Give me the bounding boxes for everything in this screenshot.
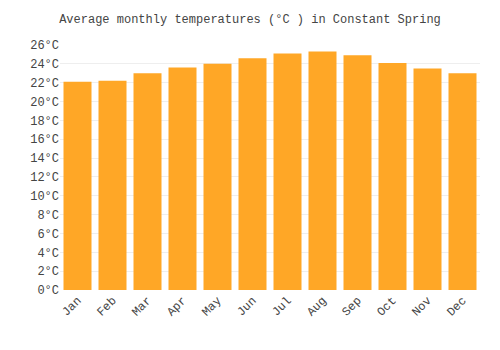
svg-text:Sep: Sep <box>339 294 364 319</box>
svg-text:Aug: Aug <box>304 294 329 319</box>
svg-text:8°C: 8°C <box>37 209 59 223</box>
svg-text:Oct: Oct <box>374 294 399 319</box>
svg-text:Dec: Dec <box>444 294 469 319</box>
svg-text:Jan: Jan <box>59 294 84 319</box>
svg-text:4°C: 4°C <box>37 247 59 261</box>
svg-text:May: May <box>199 294 224 319</box>
svg-text:2°C: 2°C <box>37 265 59 279</box>
svg-text:Feb: Feb <box>94 294 119 319</box>
svg-text:6°C: 6°C <box>37 228 59 242</box>
svg-text:0°C: 0°C <box>37 284 59 298</box>
svg-text:14°C: 14°C <box>30 152 59 166</box>
svg-text:Jun: Jun <box>234 294 259 319</box>
svg-text:26°C: 26°C <box>30 39 59 53</box>
svg-text:24°C: 24°C <box>30 58 59 72</box>
svg-text:16°C: 16°C <box>30 133 59 147</box>
svg-text:Mar: Mar <box>129 294 154 319</box>
svg-text:18°C: 18°C <box>30 115 59 129</box>
svg-text:Jul: Jul <box>269 294 294 319</box>
svg-text:Nov: Nov <box>409 294 434 319</box>
svg-text:10°C: 10°C <box>30 190 59 204</box>
svg-text:Average monthly temperatures (: Average monthly temperatures (°C ) in Co… <box>59 13 441 27</box>
svg-text:22°C: 22°C <box>30 77 59 91</box>
svg-text:20°C: 20°C <box>30 96 59 110</box>
svg-text:12°C: 12°C <box>30 171 59 185</box>
svg-text:Apr: Apr <box>164 294 189 319</box>
